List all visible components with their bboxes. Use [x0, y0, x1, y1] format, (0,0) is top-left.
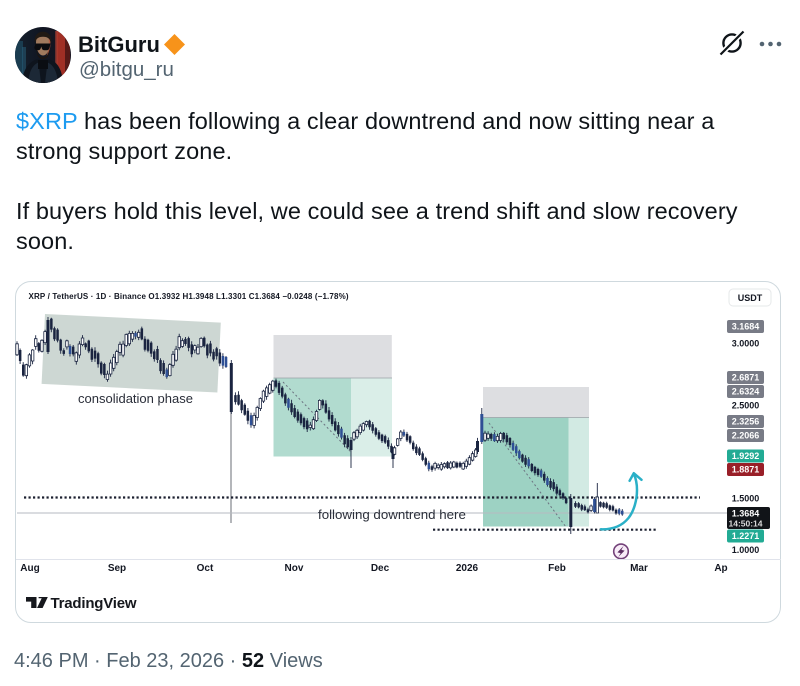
svg-text:following downtrend here: following downtrend here	[318, 507, 466, 522]
svg-text:consolidation phase: consolidation phase	[78, 391, 193, 406]
svg-text:2.6324: 2.6324	[732, 387, 760, 397]
svg-text:2.3256: 2.3256	[732, 417, 760, 427]
svg-text:Feb: Feb	[548, 563, 566, 574]
svg-text:Mar: Mar	[630, 563, 648, 574]
svg-text:1.2271: 1.2271	[732, 531, 760, 541]
svg-text:2026: 2026	[456, 563, 479, 574]
svg-text:Aug: Aug	[20, 563, 39, 574]
svg-text:1.8871: 1.8871	[732, 465, 760, 475]
svg-text:2.2066: 2.2066	[732, 431, 760, 441]
svg-text:3.0000: 3.0000	[732, 339, 760, 349]
svg-text:TradingView: TradingView	[51, 595, 137, 612]
svg-text:3.1684: 3.1684	[732, 322, 760, 332]
svg-text:1.3684: 1.3684	[732, 509, 760, 519]
svg-text:1.0000: 1.0000	[732, 545, 760, 555]
svg-text:1.5000: 1.5000	[732, 494, 760, 504]
svg-text:Dec: Dec	[371, 563, 390, 574]
svg-text:2.6871: 2.6871	[732, 373, 760, 383]
svg-text:Ap: Ap	[714, 563, 727, 574]
svg-text:2.5000: 2.5000	[732, 401, 760, 411]
svg-text:Sep: Sep	[108, 563, 126, 574]
svg-text:Nov: Nov	[285, 563, 304, 574]
svg-text:1.9292: 1.9292	[732, 451, 760, 461]
svg-text:Oct: Oct	[197, 563, 214, 574]
svg-text:14:50:14: 14:50:14	[728, 519, 762, 529]
svg-text:USDT: USDT	[738, 293, 763, 303]
svg-text:XRP / TetherUS · 1D · Binance: XRP / TetherUS · 1D · Binance O1.3932 H1…	[29, 292, 349, 301]
